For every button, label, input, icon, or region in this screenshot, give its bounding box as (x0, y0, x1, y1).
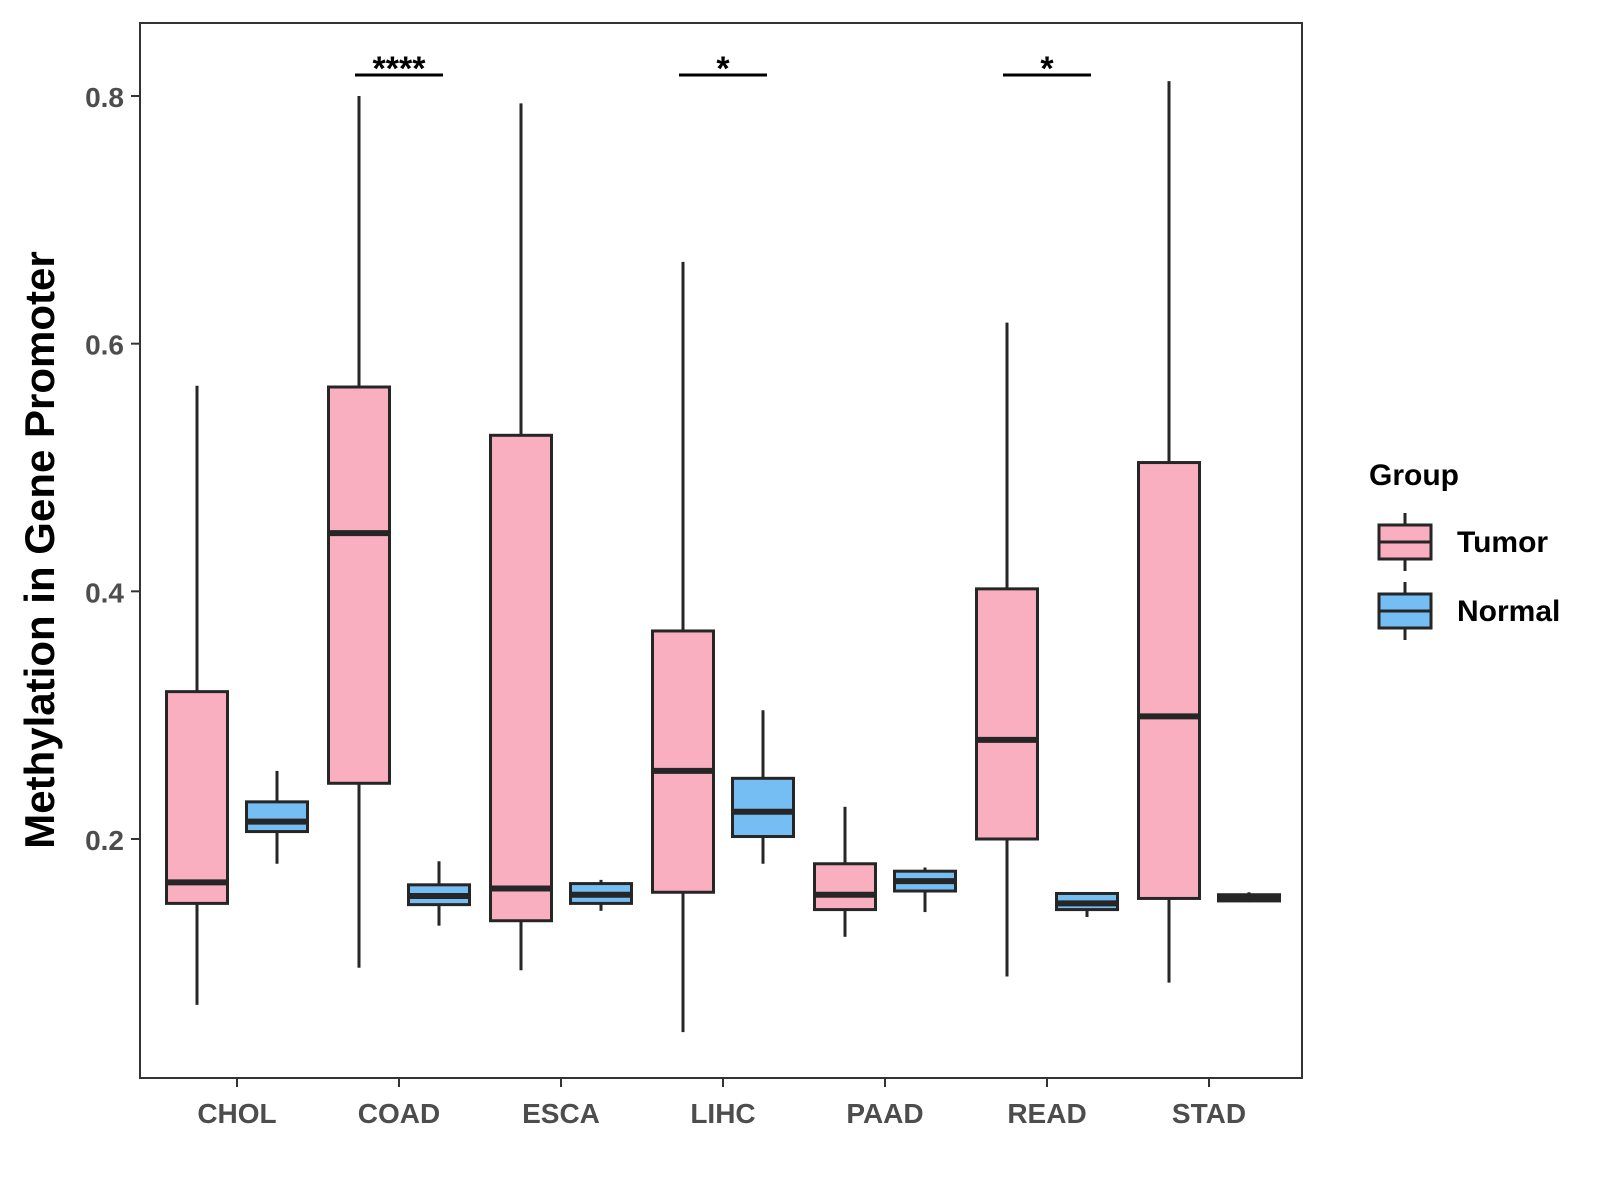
box-body (489, 433, 553, 923)
box-body (731, 776, 795, 839)
legend-title: Group (1369, 459, 1459, 492)
x-tick-label-esca: ESCA (522, 1098, 600, 1129)
y-tick-label: 0.8 (85, 82, 124, 113)
box-normal-stad (1217, 892, 1281, 903)
box-tumor-paad (813, 806, 877, 937)
box-normal-coad (407, 861, 471, 926)
y-axis-title: Methylation in Gene Promoter (16, 251, 63, 848)
significance-label: **** (373, 50, 427, 88)
box-tumor-read (975, 322, 1039, 977)
panel-border (139, 22, 1303, 1079)
box-normal-read (1055, 891, 1119, 918)
y-tick-label: 0.4 (85, 577, 124, 608)
box-body (245, 800, 309, 834)
x-tick-label-coad: COAD (358, 1098, 440, 1129)
legend: Group Tumor Normal (1369, 459, 1560, 640)
box-tumor-chol (165, 385, 229, 1005)
box-tumor-coad (327, 96, 391, 968)
x-tick-label-stad: STAD (1172, 1098, 1246, 1129)
x-tick-label-lihc: LIHC (690, 1098, 755, 1129)
significance-label: * (1040, 50, 1054, 88)
box-body (327, 385, 391, 785)
box-normal-lihc (731, 710, 795, 864)
box-tumor-esca (489, 103, 553, 971)
box-body (1137, 461, 1201, 900)
y-tick-label: 0.2 (85, 825, 124, 856)
legend-label-normal: Normal (1457, 595, 1560, 628)
box-tumor-lihc (651, 261, 715, 1033)
box-tumor-stad (1137, 81, 1201, 983)
box-body (813, 862, 877, 912)
box-body (165, 690, 229, 905)
x-tick-label-read: READ (1007, 1098, 1086, 1129)
x-axis: CHOL COAD ESCA LIHC PAAD READ STAD (197, 1078, 1246, 1129)
y-axis: 0.2 0.4 0.6 0.8 (85, 82, 140, 856)
legend-key-tumor (1377, 513, 1433, 571)
box-plots (165, 81, 1281, 1033)
box-normal-esca (569, 879, 633, 911)
x-tick-label-paad: PAAD (846, 1098, 923, 1129)
x-tick-label-chol: CHOL (197, 1098, 276, 1129)
box-normal-chol (245, 770, 309, 864)
box-body (651, 629, 715, 894)
box-body (975, 587, 1039, 841)
significance-label: * (716, 50, 730, 88)
legend-label-tumor: Tumor (1457, 526, 1548, 559)
y-tick-label: 0.6 (85, 330, 124, 361)
significance-annotations: **** * * (355, 50, 1091, 88)
legend-key-normal (1377, 582, 1433, 640)
box-normal-paad (893, 867, 957, 913)
